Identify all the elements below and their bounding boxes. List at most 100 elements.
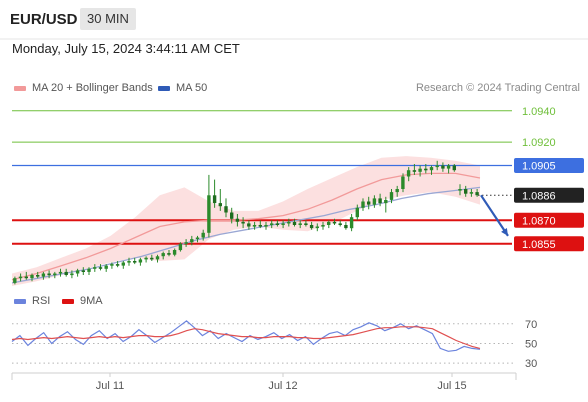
candle — [475, 189, 479, 197]
candle-body — [327, 221, 331, 225]
rsi-tick-label: 70 — [525, 319, 537, 331]
price-label-resistance: 1.0920 — [522, 137, 556, 149]
symbol-title: EUR/USD — [10, 11, 78, 28]
rsi-swatch — [14, 298, 26, 304]
candle-body — [406, 170, 411, 177]
candle — [64, 268, 68, 277]
candle — [115, 261, 120, 268]
candle — [24, 271, 28, 280]
candle-body — [270, 223, 274, 225]
candle-body — [344, 225, 348, 229]
candle-body — [441, 165, 445, 169]
candle — [30, 273, 34, 282]
price-label-support: 1.0870 — [522, 215, 556, 227]
candle — [292, 218, 297, 227]
candle-body — [235, 218, 240, 222]
candle-body — [332, 221, 337, 224]
candle — [81, 267, 85, 275]
candle — [195, 235, 200, 243]
candle-body — [469, 192, 474, 194]
candle-body — [464, 189, 468, 194]
candle-body — [452, 165, 456, 171]
candle-body — [36, 275, 40, 277]
candle — [355, 204, 359, 221]
candle-body — [58, 271, 63, 274]
candle-body — [361, 201, 365, 208]
candle-body — [18, 276, 23, 279]
candle-body — [64, 271, 68, 275]
candle-body — [195, 237, 200, 240]
candle-body — [309, 225, 314, 229]
timeframe-badge[interactable]: 30 MIN — [80, 8, 136, 30]
candle — [138, 257, 143, 266]
candle-body — [161, 253, 165, 257]
candle-body — [304, 223, 308, 225]
candle — [212, 179, 217, 208]
candle-body — [104, 265, 108, 269]
candle-body — [355, 207, 359, 218]
candle — [13, 276, 17, 285]
candle-body — [247, 223, 251, 227]
candle — [178, 242, 183, 252]
candle — [93, 264, 97, 272]
candle-body — [281, 223, 285, 225]
candle-body — [264, 225, 268, 227]
rsi-tick-label: 50 — [525, 339, 537, 351]
candle-body — [144, 257, 148, 260]
candle — [252, 221, 257, 230]
candle — [172, 248, 177, 257]
candle — [53, 271, 57, 279]
x-tick-label: Jul 15 — [437, 380, 466, 392]
candle-body — [389, 192, 394, 200]
candle — [58, 268, 63, 277]
price-label-bg-3 — [514, 187, 584, 203]
chart-header: EUR/USD 30 MIN — [0, 0, 588, 40]
projection-arrow-head — [501, 228, 508, 236]
candle-body — [446, 165, 451, 169]
candle-body — [98, 267, 103, 269]
candle-body — [138, 259, 143, 263]
candle — [235, 214, 240, 227]
candle-body — [395, 189, 399, 193]
candle-body — [384, 200, 388, 204]
price-label-bg-4 — [514, 212, 584, 228]
candle — [412, 164, 417, 175]
candle — [241, 217, 245, 229]
candle — [418, 165, 422, 177]
x-tick-label: Jul 12 — [268, 380, 297, 392]
rsi-9ma-line — [11, 326, 481, 349]
candle-body — [252, 225, 257, 227]
candle — [406, 167, 411, 182]
legend-ma20: MA 20 + Bollinger Bands — [14, 82, 153, 94]
candle — [207, 174, 211, 238]
candle — [270, 220, 274, 229]
candle-body — [292, 221, 297, 225]
ma20-swatch — [14, 85, 26, 91]
price-label-support: 1.0855 — [522, 239, 556, 251]
candle-body — [155, 256, 160, 260]
candle — [167, 250, 171, 257]
candle-body — [13, 278, 17, 283]
candle-body — [127, 261, 131, 263]
candle-body — [87, 268, 91, 272]
candle-body — [424, 168, 428, 171]
candle-body — [378, 198, 382, 204]
candle — [224, 198, 228, 218]
candle-body — [224, 206, 228, 213]
candle — [401, 173, 405, 193]
candle-body — [190, 239, 194, 243]
candle-body — [458, 189, 462, 191]
candle-body — [121, 262, 125, 266]
candle-body — [412, 170, 417, 172]
candle-body — [178, 243, 183, 251]
candle — [75, 268, 80, 277]
price-label-bg-5 — [514, 236, 584, 252]
timestamp: Monday, July 15, 2024 3:44:11 AM CET — [12, 41, 240, 56]
candle-body — [41, 273, 46, 277]
candle — [47, 270, 51, 279]
candle-body — [110, 264, 114, 266]
candle-body — [53, 273, 57, 276]
candle-body — [150, 257, 154, 260]
candle-body — [241, 221, 245, 224]
candle — [361, 198, 365, 211]
